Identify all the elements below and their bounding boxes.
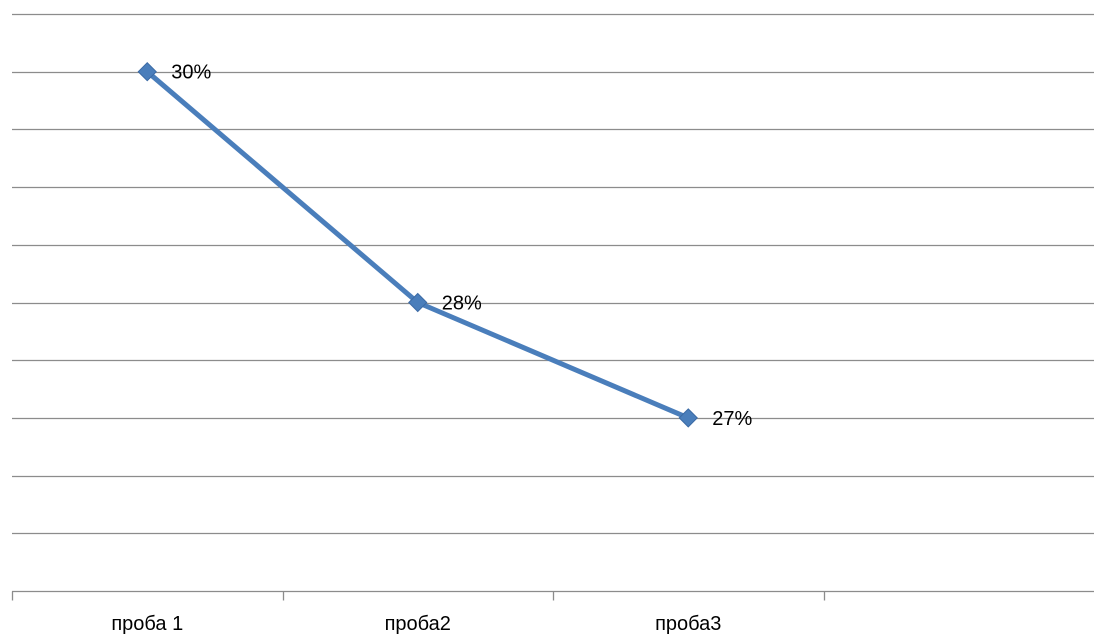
series-line bbox=[144, 69, 691, 421]
gridlines bbox=[12, 13, 1094, 535]
x-axis bbox=[11, 590, 1094, 601]
x-tick-label: проба2 bbox=[385, 613, 451, 635]
data-label: 28% bbox=[442, 293, 482, 315]
data-point-marker bbox=[678, 408, 698, 428]
x-tick-label: проба3 bbox=[655, 613, 721, 635]
x-tick-label: проба 1 bbox=[111, 613, 183, 635]
data-label: 30% bbox=[171, 62, 211, 84]
data-point-marker bbox=[137, 61, 157, 82]
data-label: 27% bbox=[712, 408, 752, 430]
series bbox=[137, 61, 698, 428]
labels: проба 1 проба2 проба3 30% 28% 27% bbox=[111, 62, 752, 635]
data-point-marker bbox=[408, 292, 428, 313]
